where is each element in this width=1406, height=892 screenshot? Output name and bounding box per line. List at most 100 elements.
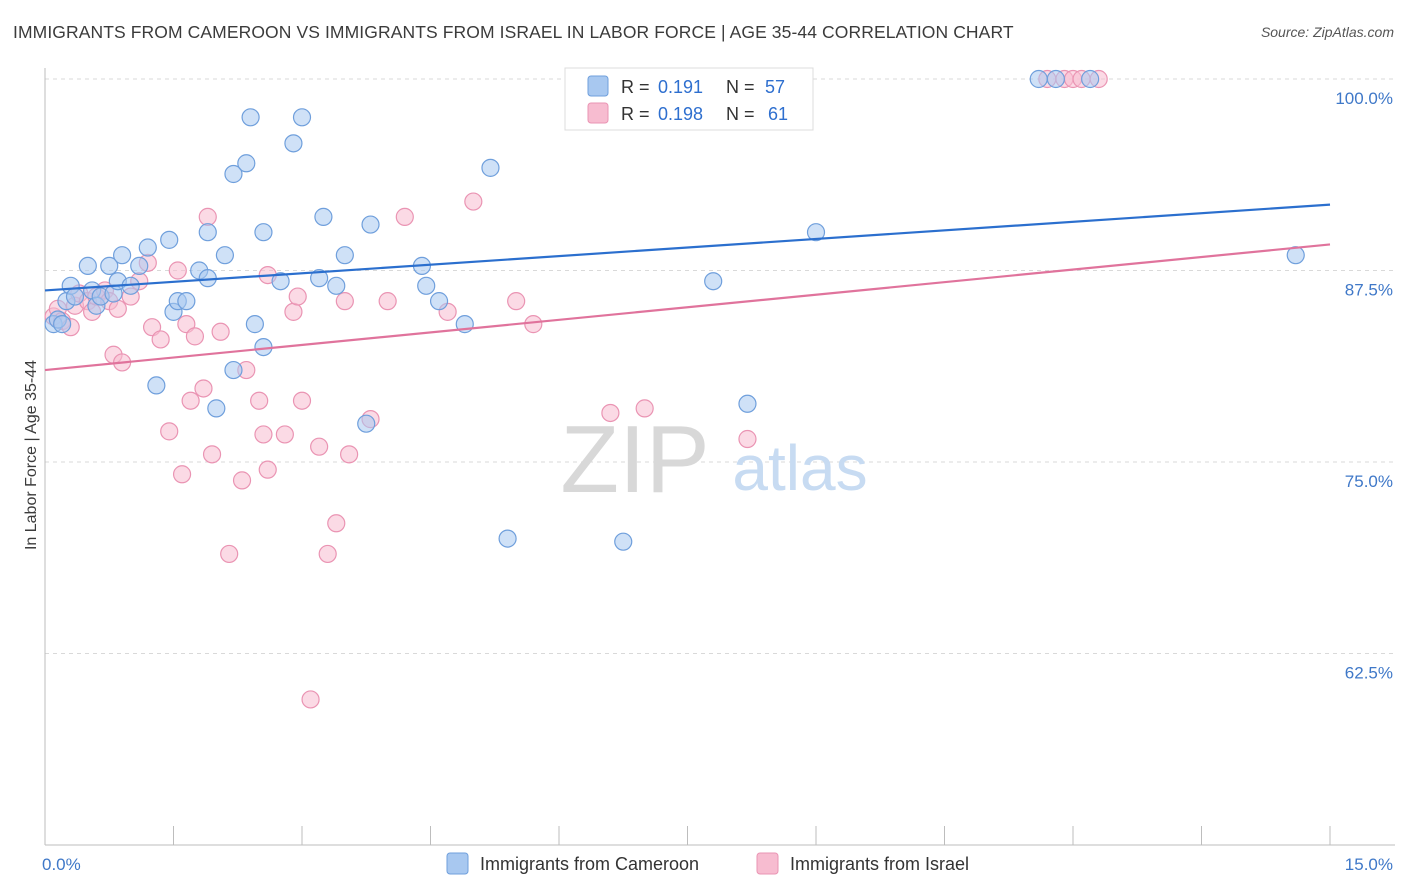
cameroon-point (207, 399, 226, 418)
israel-point (335, 292, 354, 311)
israel-point (108, 299, 127, 318)
cameroon-point (245, 315, 264, 334)
israel-point (160, 422, 179, 441)
y-tick-label: 87.5% (1345, 281, 1393, 300)
israel-point (250, 391, 269, 410)
watermark: ZIP atlas (560, 406, 867, 513)
israel-trend-line (44, 243, 1331, 372)
israel-point (198, 207, 217, 226)
cameroon-point (215, 246, 234, 265)
y-tick-label: 75.0% (1345, 472, 1393, 491)
israel-point (507, 292, 526, 311)
legend-box: R = 0.191 N = 57 R = 0.198 N = 61 (564, 67, 814, 131)
israel-point (340, 445, 359, 464)
cameroon-point (224, 360, 243, 380)
cameroon-point (160, 230, 179, 249)
bottom-legend: Immigrants from Cameroon Immigrants from… (446, 852, 969, 875)
x-tick-label: 15.0% (1345, 855, 1393, 874)
y-tick-label: 100.0% (1335, 89, 1393, 108)
cameroon-point (198, 223, 217, 242)
cameroon-point (614, 532, 633, 551)
israel-point (275, 425, 294, 444)
legend-n-label: N = (726, 77, 755, 97)
cameroon-point (65, 287, 85, 306)
cameroon-point (130, 256, 149, 276)
legend-r-value: 0.191 (658, 77, 703, 97)
cameroon-point (271, 272, 290, 291)
y-axis-title: In Labor Force | Age 35-44 (23, 360, 40, 550)
cameroon-point (327, 276, 346, 295)
cameroon-point (78, 256, 97, 276)
cameroon-point (100, 256, 119, 276)
israel-point (292, 391, 312, 410)
cameroon-point (284, 134, 303, 153)
israel-point (301, 690, 320, 709)
trend-lines (44, 203, 1331, 372)
bottom-legend-israel: Immigrants from Israel (790, 854, 969, 874)
israel-point (220, 544, 239, 564)
israel-point (202, 445, 222, 464)
cameroon-point (1286, 246, 1305, 265)
cameroon-point (806, 223, 826, 242)
israel-point (168, 261, 187, 280)
israel-point (635, 399, 654, 418)
legend-n-label: N = (726, 104, 755, 124)
series-cameroon-points (44, 69, 1305, 551)
cameroon-point (357, 414, 376, 433)
cameroon-point (498, 529, 517, 548)
israel-point (288, 287, 307, 306)
israel-point (524, 315, 543, 334)
cameroon-point (241, 108, 260, 127)
axes (44, 68, 1395, 846)
israel-point (194, 379, 213, 398)
legend-r-label: R = (621, 77, 650, 97)
israel-point (185, 327, 205, 346)
cameroon-point (1046, 69, 1065, 89)
cameroon-point (1029, 69, 1048, 89)
cameroon-point (738, 394, 757, 413)
cameroon-point (417, 276, 436, 295)
israel-point (172, 465, 192, 484)
israel-point (258, 460, 277, 479)
israel-point (464, 192, 483, 211)
cameroon-point (53, 315, 72, 334)
israel-point (151, 330, 170, 349)
israel-point (284, 302, 303, 321)
legend-r-label: R = (621, 104, 650, 124)
cameroon-point (147, 376, 166, 395)
israel-point (318, 544, 337, 564)
cameroon-point (224, 164, 243, 184)
cameroon-point (704, 272, 723, 291)
cameroon-point (1081, 69, 1100, 89)
x-tick-labels: 0.0% 15.0% (42, 855, 1393, 874)
cameroon-trend-line (44, 203, 1331, 292)
cameroon-point (254, 223, 273, 242)
cameroon-point (292, 108, 312, 127)
cameroon-point (361, 215, 380, 234)
bottom-legend-cameroon: Immigrants from Cameroon (480, 854, 699, 874)
israel-point (395, 207, 414, 226)
cameroon-point (177, 292, 196, 311)
series-israel-points (44, 69, 1108, 709)
cameroon-point (237, 154, 256, 173)
x-tick-label: 0.0% (42, 855, 81, 874)
y-tick-label: 62.5% (1345, 664, 1393, 683)
source-label: Source: ZipAtlas.com (1260, 24, 1394, 40)
chart-title: IMMIGRANTS FROM CAMEROON VS IMMIGRANTS F… (13, 22, 1014, 42)
cameroon-point (314, 207, 333, 226)
legend-n-value: 57 (765, 77, 785, 97)
y-tick-labels: 100.0% 87.5% 75.0% 62.5% (1335, 89, 1393, 683)
bottom-legend-swatch-israel (756, 852, 779, 875)
legend-n-value: 61 (768, 104, 788, 124)
bottom-legend-swatch-cameroon (446, 852, 469, 875)
cameroon-point (112, 246, 132, 265)
israel-point (211, 322, 230, 341)
watermark-zip: ZIP (560, 406, 709, 513)
israel-point (254, 425, 273, 444)
cameroon-point (335, 246, 354, 265)
israel-point (738, 429, 757, 449)
cameroon-point (310, 269, 329, 288)
legend-swatch-blue (587, 75, 609, 97)
israel-point (327, 514, 346, 533)
